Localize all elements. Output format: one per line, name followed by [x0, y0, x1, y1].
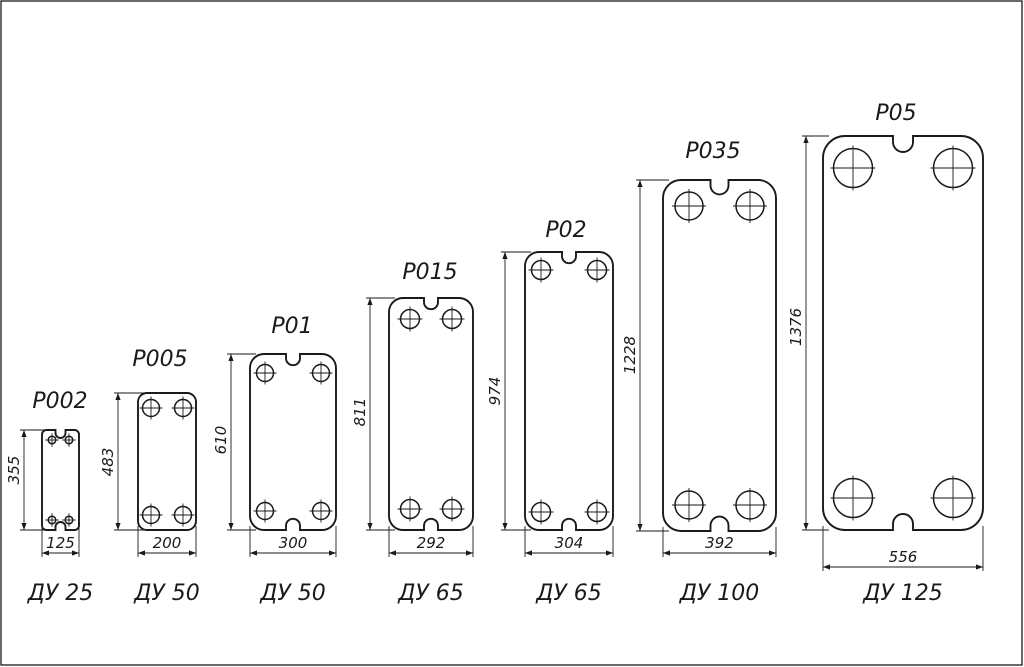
plate-p05: 1376 556 P05 ДУ 125 — [787, 101, 984, 606]
plate-p002: 355 125 P002 ДУ 25 — [5, 389, 93, 606]
dimension-arrow — [72, 550, 79, 556]
width-dimension-label: 125 — [46, 534, 75, 552]
dimension-arrow — [115, 523, 121, 530]
width-dimension-label: 200 — [153, 534, 182, 552]
plate-model-label: P005 — [132, 347, 187, 372]
height-dimension-label: 610 — [212, 426, 230, 455]
plate-outline — [137, 392, 197, 531]
width-dimension-label: 556 — [889, 548, 918, 566]
plate-outline — [662, 179, 777, 532]
dimension-arrow — [138, 550, 145, 556]
plate-p015: 811 292 P015 ДУ 65 — [351, 260, 474, 606]
plate-p02: 974 304 P02 ДУ 65 — [486, 218, 614, 606]
dimension-arrow — [823, 564, 830, 570]
dimension-arrow — [228, 354, 234, 361]
nominal-diameter-label: ДУ 50 — [133, 581, 200, 606]
dimension-arrow — [466, 550, 473, 556]
plate-outline — [41, 429, 80, 531]
dimension-arrow — [502, 523, 508, 530]
dimension-arrow — [637, 524, 643, 531]
plate-p005: 483 200 P005 ДУ 50 — [99, 347, 200, 606]
nominal-diameter-label: ДУ 25 — [27, 581, 94, 606]
plate-outline — [822, 135, 984, 531]
dimension-arrow — [21, 523, 27, 530]
dimension-arrow — [663, 550, 670, 556]
dimension-arrow — [389, 550, 396, 556]
dimension-arrow — [976, 564, 983, 570]
dimension-arrow — [637, 180, 643, 187]
dimension-arrow — [367, 298, 373, 305]
height-dimension-label: 483 — [99, 448, 117, 477]
plate-p01: 610 300 P01 ДУ 50 — [212, 314, 337, 606]
height-dimension-label: 974 — [486, 377, 504, 406]
width-dimension-label: 292 — [417, 534, 446, 552]
plate-model-label: P002 — [32, 389, 87, 414]
plate-model-label: P01 — [271, 314, 312, 339]
width-dimension-label: 304 — [555, 534, 584, 552]
plate-model-label: P015 — [402, 260, 457, 285]
dimension-arrow — [115, 393, 121, 400]
height-dimension-label: 355 — [5, 456, 23, 485]
nominal-diameter-label: ДУ 65 — [535, 581, 602, 606]
dimension-arrow — [367, 523, 373, 530]
plate-outline — [388, 297, 474, 531]
nominal-diameter-label: ДУ 65 — [397, 581, 464, 606]
plate-model-label: P02 — [545, 218, 586, 243]
dimension-arrow — [189, 550, 196, 556]
dimension-arrow — [228, 523, 234, 530]
nominal-diameter-label: ДУ 125 — [862, 581, 943, 606]
plates-layer: 355 125 P002 ДУ 25 483 200 P005 ДУ 50 610 300 P01 Д… — [5, 101, 984, 606]
dimension-arrow — [525, 550, 532, 556]
dimension-arrow — [803, 523, 809, 530]
plate-model-label: P05 — [875, 101, 916, 126]
dimension-arrow — [42, 550, 49, 556]
plate-outline — [524, 251, 614, 531]
dimension-arrow — [21, 430, 27, 437]
dimension-arrow — [502, 252, 508, 259]
width-dimension-label: 300 — [279, 534, 308, 552]
dimension-arrow — [329, 550, 336, 556]
plate-p035: 1228 392 P035 ДУ 100 — [621, 139, 777, 606]
dimension-arrow — [606, 550, 613, 556]
height-dimension-label: 811 — [351, 398, 369, 427]
height-dimension-label: 1228 — [621, 336, 639, 374]
dimension-arrow — [803, 136, 809, 143]
plate-model-label: P035 — [685, 139, 740, 164]
nominal-diameter-label: ДУ 100 — [679, 581, 760, 606]
nominal-diameter-label: ДУ 50 — [259, 581, 326, 606]
dimension-arrow — [769, 550, 776, 556]
width-dimension-label: 392 — [705, 534, 734, 552]
plate-outline — [249, 353, 337, 531]
dimension-arrow — [250, 550, 257, 556]
height-dimension-label: 1376 — [787, 308, 805, 346]
